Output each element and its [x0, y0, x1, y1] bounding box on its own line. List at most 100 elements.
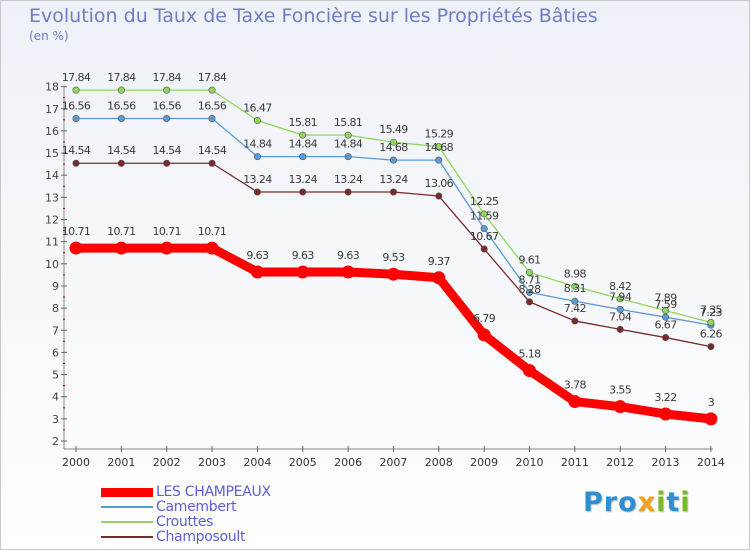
data-point [477, 328, 491, 342]
data-point [389, 188, 397, 196]
data-point [69, 241, 83, 255]
data-label: 3 [708, 396, 715, 409]
data-point [296, 265, 310, 279]
data-label: 9.63 [292, 249, 315, 262]
legend-label-crouttes: Crouttes [156, 514, 214, 530]
data-point [117, 159, 125, 167]
data-label: 14.54 [62, 144, 91, 157]
data-label: 14.54 [198, 144, 227, 157]
data-label: 14.68 [379, 141, 408, 154]
data-point [616, 295, 624, 303]
data-label: 8.31 [564, 282, 586, 295]
data-label: 6.67 [655, 319, 678, 332]
y-tick-label: 15 [45, 147, 59, 160]
brand-letter: i [680, 487, 691, 518]
data-label: 13.06 [425, 177, 454, 190]
x-tick-label: 2014 [697, 456, 725, 469]
data-point [72, 86, 80, 94]
brand-logo: Proxiti [583, 487, 691, 518]
data-point [613, 400, 627, 414]
data-point [208, 114, 216, 122]
data-point [163, 86, 171, 94]
data-point [114, 241, 128, 255]
data-point [525, 288, 533, 296]
x-tick-label: 2004 [243, 456, 271, 469]
data-label: 8.98 [564, 267, 587, 280]
legend-label-les-champeaux: LES CHAMPEAUX [156, 484, 271, 500]
data-label: 14.84 [334, 138, 363, 151]
data-label: 16.56 [152, 99, 181, 112]
data-point [72, 159, 80, 167]
legend-swatch-camembert [101, 506, 153, 508]
data-point [435, 192, 443, 200]
data-label: 9.63 [246, 249, 269, 262]
data-point [117, 114, 125, 122]
data-label: 7.89 [655, 292, 678, 305]
data-label: 16.56 [107, 99, 136, 112]
data-label: 17.84 [198, 71, 227, 84]
data-label: 15.81 [334, 116, 363, 129]
data-point [707, 343, 715, 351]
data-point [568, 395, 582, 409]
data-label: 15.81 [289, 116, 318, 129]
data-point [341, 265, 355, 279]
data-label: 11.59 [470, 210, 499, 223]
data-point [160, 241, 174, 255]
y-tick-label: 18 [45, 81, 59, 94]
legend-label-champosoult: Champosoult [156, 529, 246, 545]
y-tick-label: 17 [45, 103, 59, 116]
data-label: 7.59 [655, 298, 678, 311]
data-point [523, 364, 536, 378]
data-label: 15.49 [379, 123, 408, 136]
data-label: 5.18 [518, 348, 541, 361]
data-point [480, 210, 488, 218]
data-label: 14.54 [152, 144, 181, 157]
data-label: 7.04 [609, 310, 632, 323]
data-label: 7.23 [700, 306, 723, 319]
series-points [69, 86, 718, 426]
data-label: 10.71 [152, 225, 181, 238]
x-tick-label: 2012 [606, 456, 634, 469]
data-point [299, 188, 307, 196]
data-label: 10.71 [107, 225, 136, 238]
data-point [662, 334, 670, 342]
data-label: 16.47 [243, 101, 272, 114]
data-label: 3.22 [655, 391, 677, 404]
legend-swatch-les-champeaux [101, 488, 153, 497]
x-tick-label: 2001 [107, 456, 135, 469]
y-tick-label: 5 [52, 369, 59, 382]
x-tick-label: 2006 [334, 456, 362, 469]
brand-letter: P [583, 487, 604, 518]
data-label: 9.61 [518, 253, 540, 266]
x-tick-label: 2003 [198, 456, 226, 469]
data-point [208, 86, 216, 94]
data-point [72, 114, 80, 122]
data-point [571, 317, 579, 325]
y-tick-label: 8 [52, 302, 59, 315]
data-label: 8.28 [518, 283, 541, 296]
data-point [704, 412, 718, 426]
data-label: 13.24 [289, 173, 318, 186]
data-label: 9.37 [428, 255, 451, 268]
brand-letter: i [656, 487, 667, 518]
data-point [389, 138, 397, 146]
data-label: 13.24 [334, 173, 363, 186]
x-tick-label: 2000 [62, 456, 90, 469]
brand-letter: t [666, 487, 681, 518]
y-tick-label: 10 [45, 258, 59, 271]
y-tick-label: 16 [45, 125, 59, 138]
y-tick-label: 9 [52, 280, 59, 293]
y-tick-label: 3 [52, 413, 59, 426]
data-label: 13.24 [243, 173, 272, 186]
data-label: 16.56 [62, 99, 91, 112]
data-point [205, 241, 219, 255]
data-point [480, 245, 488, 253]
data-point [117, 86, 125, 94]
data-label: 13.24 [379, 173, 408, 186]
data-label: 14.84 [289, 138, 318, 151]
brand-letter: r [603, 487, 619, 518]
data-point [480, 225, 488, 233]
value-labels: 14.54 14.54 14.54 14.54 13.24 13.24 13.24 13.24… [62, 71, 723, 409]
data-point [389, 156, 397, 164]
data-point [616, 305, 624, 313]
